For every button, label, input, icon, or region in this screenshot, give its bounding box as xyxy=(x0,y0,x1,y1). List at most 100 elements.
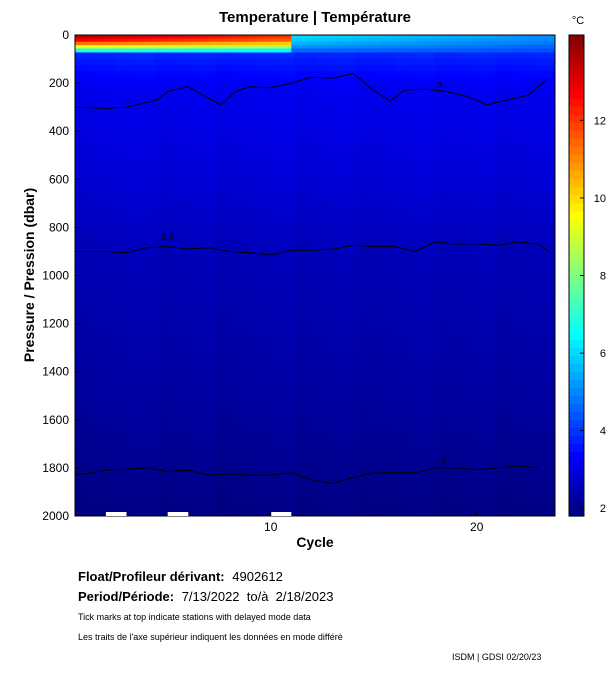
float-line: Float/Profileur dérivant: 4902612 xyxy=(78,569,283,584)
heatmap-cell xyxy=(355,263,376,271)
surface-cell xyxy=(226,41,235,46)
heatmap-cell xyxy=(135,329,156,337)
heatmap-cell xyxy=(395,203,416,210)
heatmap-cell xyxy=(335,245,356,253)
heatmap-cell xyxy=(115,437,136,445)
heatmap-cell xyxy=(455,245,476,253)
surface-cell xyxy=(475,41,486,46)
heatmap-cell xyxy=(335,227,356,235)
heatmap-cell xyxy=(515,185,536,192)
heatmap-cell xyxy=(95,365,116,373)
heatmap-cell xyxy=(435,215,456,222)
heatmap-cell xyxy=(495,281,516,289)
heatmap-cell xyxy=(315,479,336,487)
surface-cell xyxy=(139,48,148,53)
heatmap-cell xyxy=(455,209,476,216)
surface-cell xyxy=(431,45,442,50)
heatmap-cell xyxy=(475,143,496,150)
heatmap-cell xyxy=(395,101,416,108)
heatmap-cell xyxy=(315,425,336,433)
heatmap-cell xyxy=(255,275,276,283)
heatmap-cell xyxy=(355,275,376,283)
heatmap-cell xyxy=(495,251,516,259)
heatmap-cell xyxy=(155,407,176,415)
surface-cell xyxy=(154,41,163,46)
heatmap-cell xyxy=(295,485,316,493)
heatmap-cell xyxy=(435,149,456,156)
heatmap-cell xyxy=(375,437,396,445)
heatmap-cell xyxy=(95,497,116,505)
surface-cell xyxy=(344,48,354,53)
surface-cell xyxy=(291,38,301,43)
heatmap-cell xyxy=(155,137,176,144)
heatmap-cell xyxy=(235,353,256,361)
colorbar-segment xyxy=(569,83,584,92)
heatmap-cell xyxy=(475,89,496,96)
heatmap-cell xyxy=(215,125,236,132)
heatmap-cell xyxy=(535,53,555,60)
heatmap-cell xyxy=(515,425,536,433)
heatmap-cell xyxy=(135,287,156,295)
heatmap-cell xyxy=(295,299,316,307)
heatmap-cell xyxy=(395,137,416,144)
heatmap-cell xyxy=(335,239,356,247)
heatmap-cell xyxy=(155,197,176,204)
heatmap-cell xyxy=(95,455,116,463)
heatmap-cell xyxy=(475,245,496,253)
surface-cell xyxy=(467,48,477,53)
heatmap-cell xyxy=(255,83,276,90)
heatmap-cell xyxy=(235,239,256,247)
heatmap-cell xyxy=(355,311,376,319)
surface-cell xyxy=(379,38,389,43)
heatmap-cell xyxy=(295,143,316,150)
heatmap-cell xyxy=(255,173,276,180)
heatmap-cell xyxy=(395,431,416,439)
heatmap-cell xyxy=(155,125,176,132)
surface-cell xyxy=(440,35,451,39)
heatmap-cell xyxy=(515,491,536,499)
heatmap-cell xyxy=(175,71,196,78)
heatmap-cell xyxy=(215,197,236,204)
heatmap-cell xyxy=(75,65,96,72)
x-tick-label: 10 xyxy=(264,520,278,534)
surface-cell xyxy=(175,41,184,46)
surface-cell xyxy=(387,48,398,53)
heatmap-cell xyxy=(295,269,316,277)
heatmap-cell xyxy=(495,347,516,355)
heatmap-cell xyxy=(415,383,436,391)
heatmap-cell xyxy=(215,65,236,72)
heatmap-cell xyxy=(435,131,456,138)
heatmap-cell xyxy=(255,167,276,174)
heatmap-cell xyxy=(395,371,416,379)
heatmap-cell xyxy=(335,191,356,198)
heatmap-cell xyxy=(355,179,376,186)
heatmap-cell xyxy=(175,215,196,222)
heatmap-cell xyxy=(295,419,316,427)
heatmap-cell xyxy=(75,77,96,84)
heatmap-cell xyxy=(175,371,196,379)
heatmap-cell xyxy=(335,437,356,445)
heatmap-cell xyxy=(215,335,236,343)
heatmap-cell xyxy=(155,113,176,120)
heatmap-cell xyxy=(255,107,276,114)
heatmap-cell xyxy=(115,275,136,283)
surface-cell xyxy=(168,38,177,43)
surface-cell xyxy=(255,41,264,46)
surface-cell xyxy=(82,38,91,43)
surface-cell xyxy=(183,38,191,43)
heatmap-cell xyxy=(275,239,296,247)
heatmap-cell xyxy=(455,143,476,150)
heatmap-cell xyxy=(395,221,416,228)
heatmap-cell xyxy=(255,389,276,397)
heatmap-cell xyxy=(155,455,176,463)
heatmap-cell xyxy=(195,461,216,469)
heatmap-cell xyxy=(475,83,496,90)
heatmap-cell xyxy=(95,173,116,180)
heatmap-cell xyxy=(475,257,496,265)
heatmap-cell xyxy=(495,443,516,451)
surface-cell xyxy=(75,35,83,39)
heatmap-cell xyxy=(435,167,456,174)
heatmap-cell xyxy=(95,347,116,355)
heatmap-cell xyxy=(175,503,196,511)
heatmap-cell xyxy=(115,77,136,84)
